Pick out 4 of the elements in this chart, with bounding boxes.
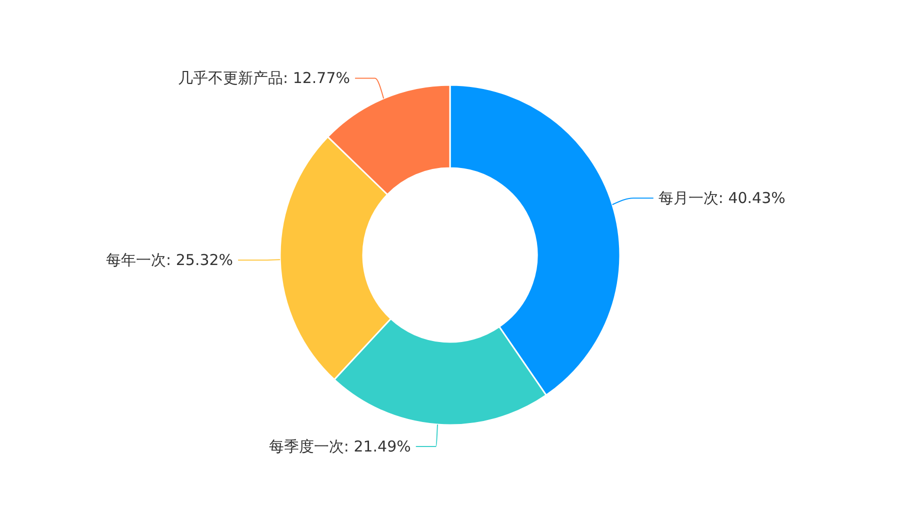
slice-label: 每月一次: 40.43% <box>658 189 786 208</box>
slice-label: 每年一次: 25.32% <box>106 251 234 270</box>
slice-label: 每季度一次: 21.49% <box>268 437 411 456</box>
slice-label: 几乎不更新产品: 12.77% <box>178 69 350 88</box>
